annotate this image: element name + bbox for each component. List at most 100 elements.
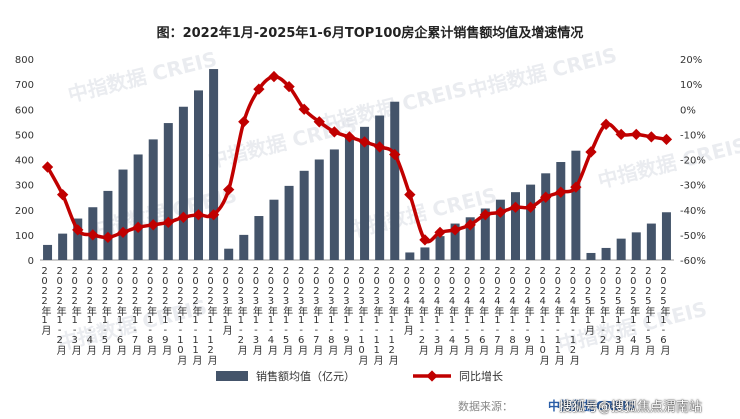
bar-2022年1-8月 [148, 139, 158, 260]
bar-2024年1月 [405, 252, 415, 260]
legend-bar-swatch [216, 371, 248, 381]
growth-point-2022年1-12月 [207, 209, 220, 221]
bar-2022年1-6月 [118, 169, 128, 260]
right-tick-label: -30% [680, 181, 706, 192]
left-tick-label: 400 [15, 156, 34, 167]
growth-point-2024年1-6月 [479, 209, 491, 221]
growth-point-2024年1-12月 [570, 181, 582, 193]
bar-2024年1-7月 [495, 199, 505, 260]
right-tick-label: 20% [680, 55, 702, 66]
legend-line-marker [426, 370, 438, 382]
bar-2024年1-12月 [571, 150, 581, 260]
bar-2025年1-4月 [631, 232, 641, 260]
growth-point-2022年1-10月 [177, 211, 190, 223]
bar-2022年1-2月 [58, 233, 68, 260]
growth-point-2024年1-10月 [540, 191, 552, 203]
x-tick-label: 2023年1-2月 [235, 266, 247, 356]
growth-point-2024年1-3月 [434, 226, 446, 239]
growth-point-2024年1-5月 [464, 219, 476, 231]
x-tick-label: 2025年1-2月 [598, 266, 610, 356]
bar-2023年1-11月 [375, 115, 385, 260]
right-tick-label: -50% [680, 231, 706, 242]
bar-2025年1-6月 [661, 212, 671, 260]
bar-2022年1-10月 [178, 106, 188, 260]
x-tick-label: 2022年1-5月 [99, 266, 111, 356]
legend-bar-label: 销售额均值（亿元） [256, 369, 355, 383]
x-tick-label: 2024年1-2月 [416, 266, 428, 356]
right-tick-label: 10% [680, 80, 702, 91]
growth-point-2022年1-8月 [147, 219, 159, 231]
bar-2022年1-11月 [194, 90, 203, 260]
growth-point-2022年1-11月 [192, 209, 205, 221]
bar-2025年1-3月 [616, 238, 626, 260]
bar-2023年1-5月 [284, 185, 294, 260]
left-tick-label: 0 [28, 256, 34, 267]
x-tick-label: 2023年1-5月 [281, 266, 293, 356]
x-tick-label: 2023年1-7月 [311, 266, 323, 356]
legend-line-label: 同比增长 [459, 369, 503, 383]
growth-point-2022年1-2月 [56, 189, 69, 201]
growth-point-2024年1-7月 [494, 206, 507, 218]
growth-point-2023年1-11月 [373, 141, 386, 153]
bar-2025年1-2月 [601, 247, 611, 260]
watermark-2: 中指数据 CREIS [465, 43, 619, 103]
bar-2023年1-6月 [299, 170, 309, 260]
x-tick-label: 2024年1-4月 [447, 266, 459, 356]
bar-2023年1-7月 [314, 159, 324, 260]
growth-point-2024年1-4月 [449, 224, 461, 236]
x-tick-label: 2022年1-9月 [160, 266, 172, 356]
x-tick-label: 2024年1-8月 [507, 266, 519, 356]
x-tick-label: 2023年1-12月 [386, 266, 398, 366]
x-tick-label: 2022年1-6月 [115, 266, 127, 356]
growth-point-2023年1-4月 [268, 70, 280, 83]
bar-2023年1-9月 [344, 135, 354, 260]
bar-2023年1-8月 [329, 149, 339, 260]
bar-2023年1月 [224, 248, 234, 260]
growth-point-2024年1月 [404, 189, 416, 201]
bar-2022年1-9月 [163, 123, 173, 260]
x-tick-label: 2024年1-3月 [432, 266, 444, 356]
growth-point-2022年1月 [41, 161, 54, 173]
bar-2022年1-12月 [209, 69, 219, 260]
growth-point-2024年1-8月 [509, 201, 522, 213]
x-tick-label: 2023年1-6月 [296, 266, 308, 356]
data-source-label: 数据来源： [458, 400, 513, 413]
x-tick-label: 2023年1-11月 [371, 266, 383, 366]
growth-point-2023年1-12月 [389, 148, 401, 161]
bar-2022年1-5月 [103, 190, 113, 260]
growth-point-2025年1-6月 [660, 133, 673, 146]
x-tick-label: 2022年1-3月 [69, 266, 81, 356]
x-tick-label: 2024年1月 [401, 266, 413, 336]
right-tick-label: 0% [680, 105, 696, 116]
chart-title: 图：2022年1月-2025年1-6月TOP100房企累计销售额均值及增速情况 [156, 26, 584, 41]
x-tick-label: 2023年1-8月 [326, 266, 338, 356]
right-tick-label: -10% [680, 130, 706, 141]
growth-point-2023年1-2月 [238, 116, 250, 128]
credit-watermark: 搜狐号@搜狐焦点渭南站 [559, 400, 703, 415]
bar-2022年1-7月 [133, 154, 143, 260]
bar-2024年1-5月 [465, 217, 475, 260]
growth-point-2025年1-5月 [645, 131, 658, 143]
left-tick-label: 500 [15, 130, 34, 141]
x-tick-label: 2024年1-11月 [552, 266, 564, 366]
bar-2024年1-4月 [450, 223, 460, 260]
growth-point-2022年1-7月 [132, 221, 144, 233]
x-tick-label: 2023年1-10月 [356, 266, 368, 366]
x-tick-label: 2022年1-10月 [175, 266, 187, 366]
x-tick-label: 2022年1-11月 [190, 266, 202, 366]
bar-2024年1-6月 [480, 208, 490, 260]
x-tick-label: 2025年1-6月 [658, 266, 670, 356]
right-tick-label: -20% [680, 156, 706, 167]
left-tick-label: 800 [15, 55, 34, 66]
growth-point-2024年1-9月 [524, 201, 537, 213]
bar-2024年1-8月 [511, 192, 520, 260]
growth-point-2023年1-9月 [343, 131, 356, 143]
x-tick-label: 2022年1-4月 [84, 266, 96, 356]
bar-2024年1-10月 [541, 173, 551, 260]
x-tick-label: 2025年1月 [582, 266, 594, 336]
bar-2025年1-5月 [646, 223, 656, 260]
bar-2024年1-3月 [435, 236, 445, 260]
bar-2023年1-3月 [254, 216, 264, 260]
x-tick-label: 2023年1月 [220, 266, 232, 336]
